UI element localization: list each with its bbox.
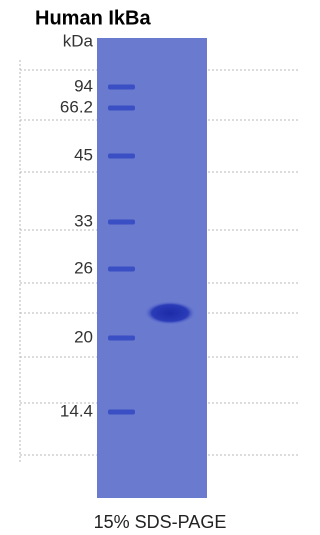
marker-band [108,154,135,159]
marker-label: 66.2 [60,97,93,116]
marker-band [108,267,135,272]
title: Human IkBa [35,7,151,29]
marker-band [108,106,135,111]
marker-band [108,410,135,415]
marker-label: 20 [74,327,93,346]
marker-label: 45 [74,145,93,164]
marker-label: 26 [74,258,93,277]
marker-band [108,336,135,341]
marker-band [108,85,135,90]
marker-label: 94 [74,76,93,95]
marker-label: 33 [74,211,93,230]
unit-label: kDa [63,31,94,50]
caption: 15% SDS-PAGE [94,512,227,532]
marker-band [108,220,135,225]
marker-label: 14.4 [60,401,93,420]
gel-figure: Human IkBa kDa 15% SDS-PAGE 94 66.2 45 33 26… [0,0,319,535]
sample-band [144,301,196,325]
